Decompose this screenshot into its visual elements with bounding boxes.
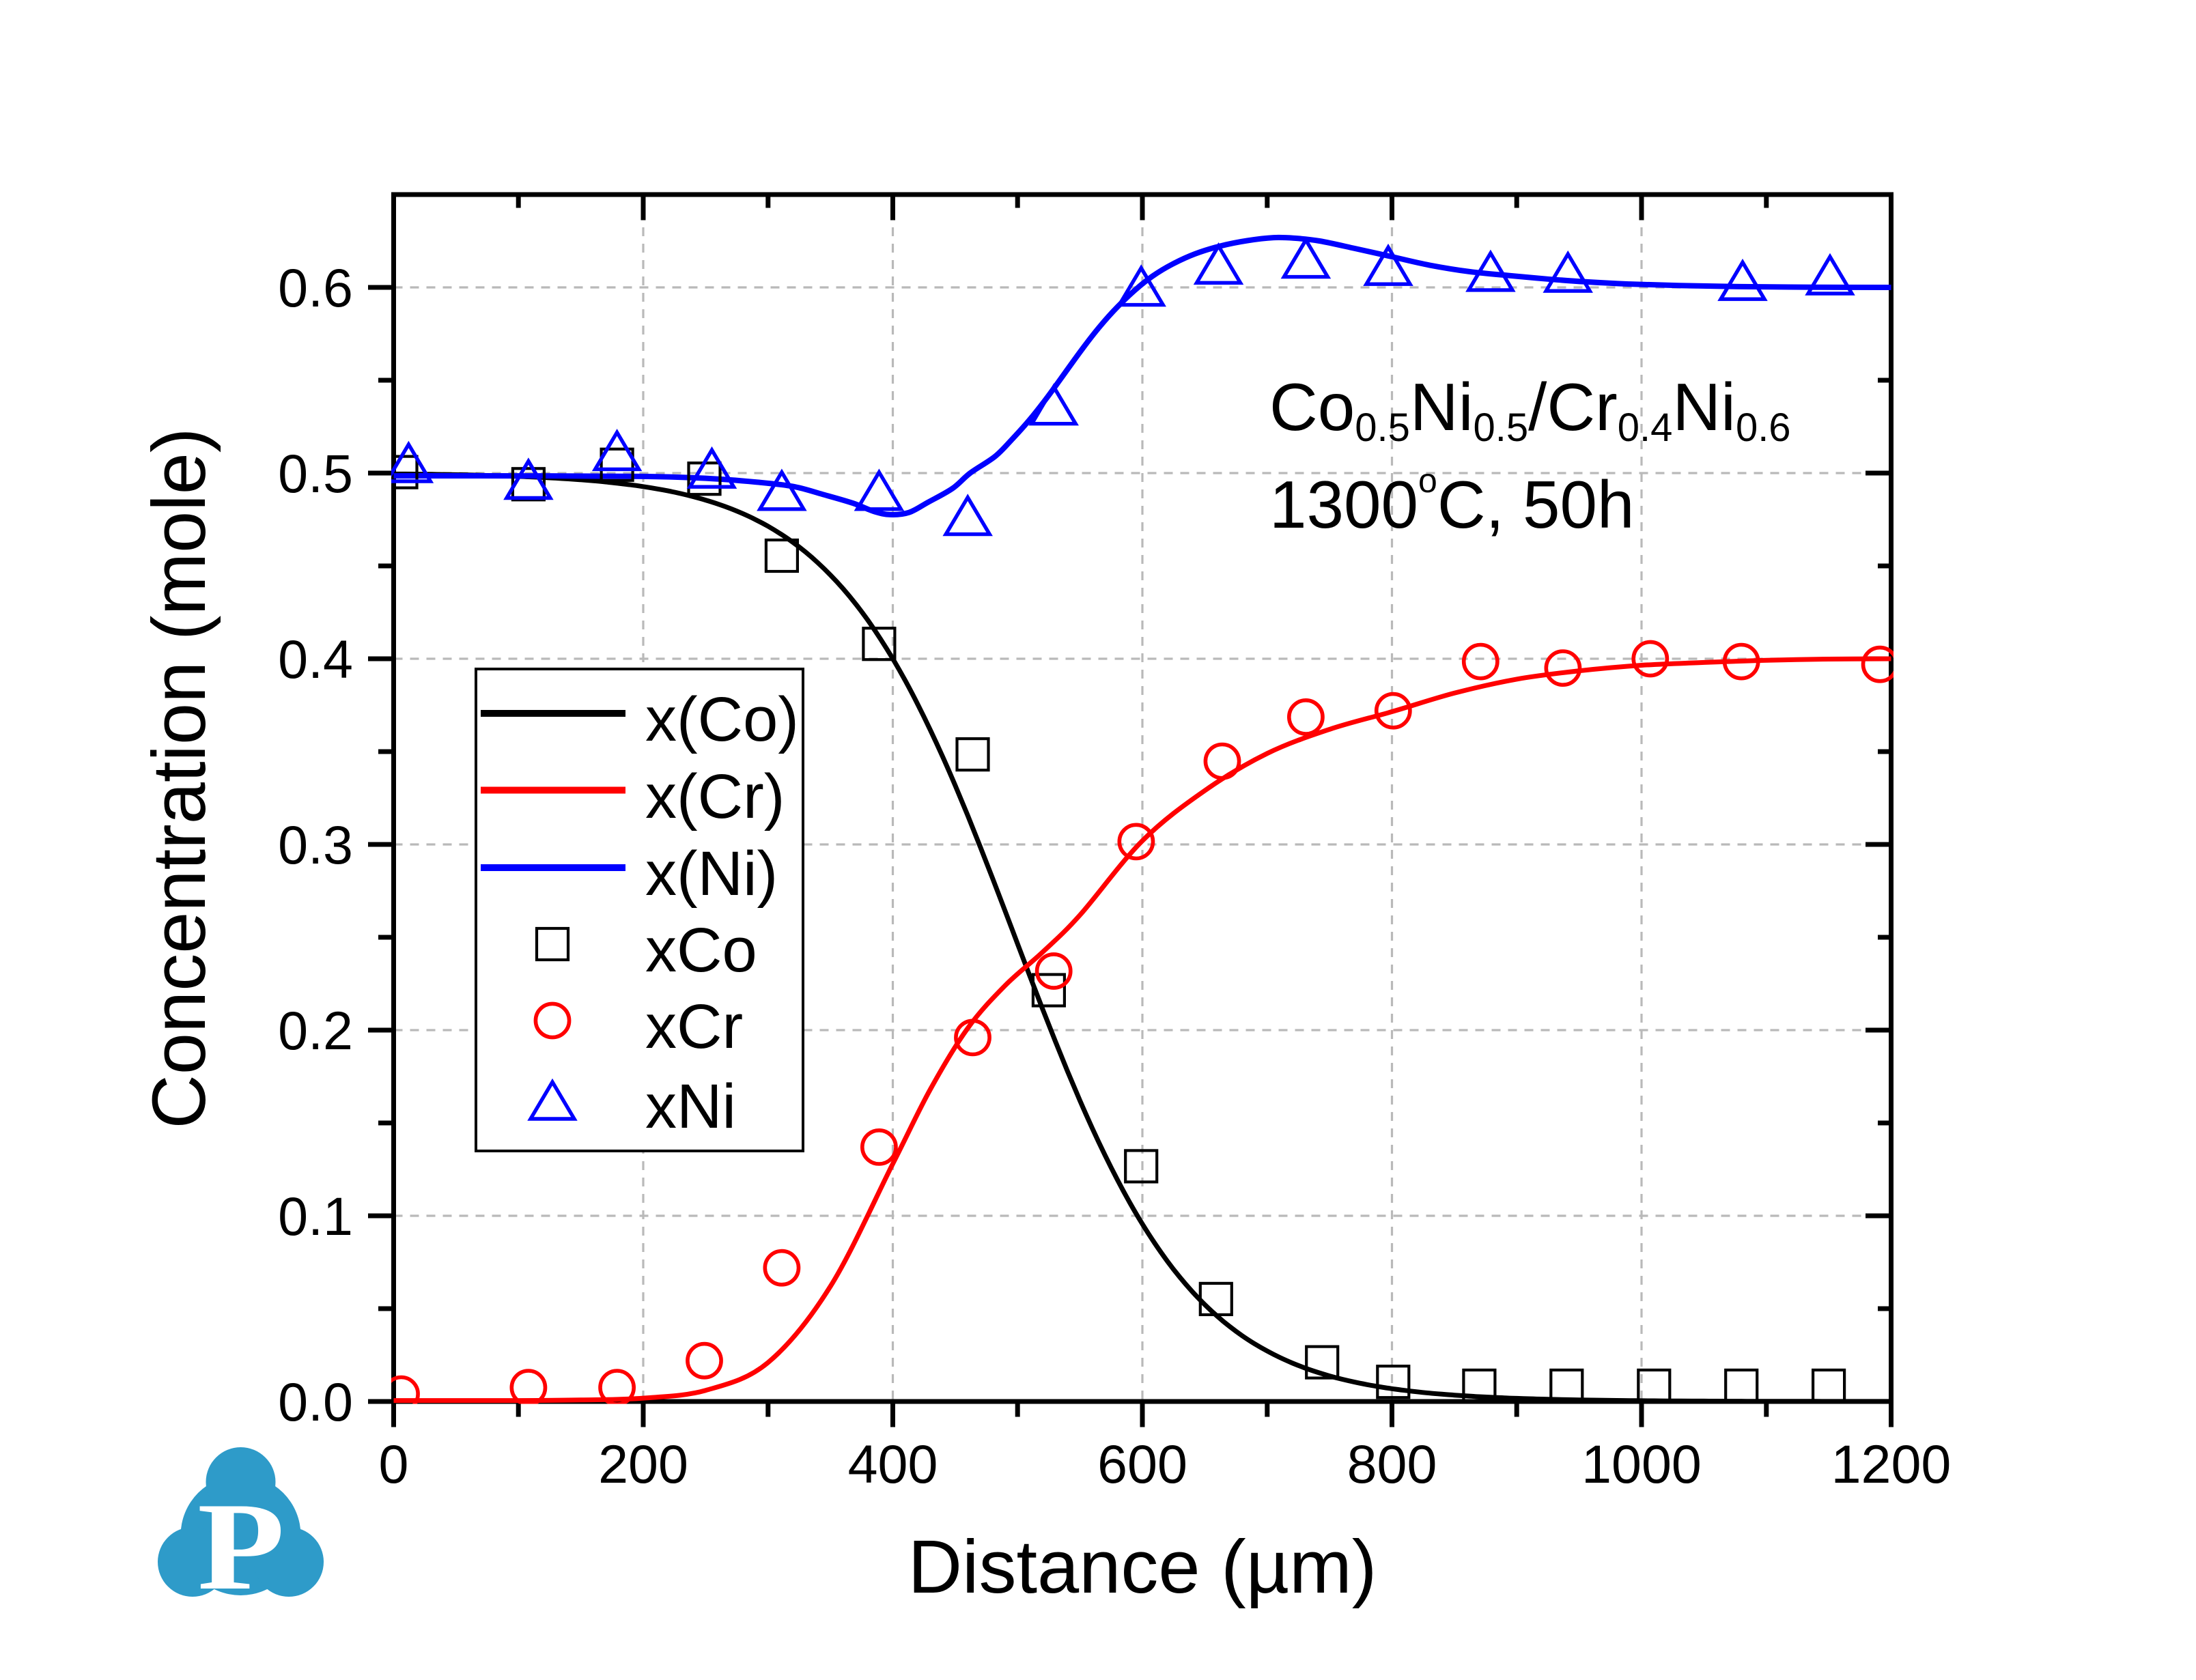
- svg-text:400: 400: [848, 1434, 938, 1494]
- svg-text:x(Co): x(Co): [645, 685, 799, 754]
- svg-text:0.3: 0.3: [278, 814, 353, 875]
- svg-text:0.6: 0.6: [278, 257, 353, 318]
- svg-text:xCo: xCo: [645, 915, 757, 985]
- svg-text:Co0.5Ni0.5/Cr0.4Ni0.6: Co0.5Ni0.5/Cr0.4Ni0.6: [1269, 369, 1791, 450]
- svg-text:0.2: 0.2: [278, 1000, 353, 1061]
- svg-text:Distance (µm): Distance (µm): [908, 1525, 1377, 1609]
- svg-text:x(Cr): x(Cr): [645, 762, 785, 831]
- svg-text:0.5: 0.5: [278, 443, 353, 504]
- svg-text:0.4: 0.4: [278, 629, 353, 689]
- svg-text:1000: 1000: [1581, 1434, 1702, 1494]
- svg-text:0.1: 0.1: [278, 1186, 353, 1247]
- svg-text:x(Ni): x(Ni): [645, 839, 778, 909]
- svg-text:0.0: 0.0: [278, 1371, 353, 1432]
- svg-text:200: 200: [598, 1434, 688, 1494]
- svg-text:800: 800: [1347, 1434, 1437, 1494]
- svg-text:600: 600: [1097, 1434, 1187, 1494]
- svg-text:1200: 1200: [1831, 1434, 1952, 1494]
- svg-text:xCr: xCr: [645, 992, 743, 1062]
- svg-text:0: 0: [379, 1434, 409, 1494]
- svg-text:xNi: xNi: [645, 1072, 736, 1141]
- svg-text:1300oC, 50h: 1300oC, 50h: [1269, 461, 1635, 542]
- svg-text:P: P: [197, 1477, 285, 1616]
- svg-text:Concentration (mole): Concentration (mole): [137, 427, 221, 1128]
